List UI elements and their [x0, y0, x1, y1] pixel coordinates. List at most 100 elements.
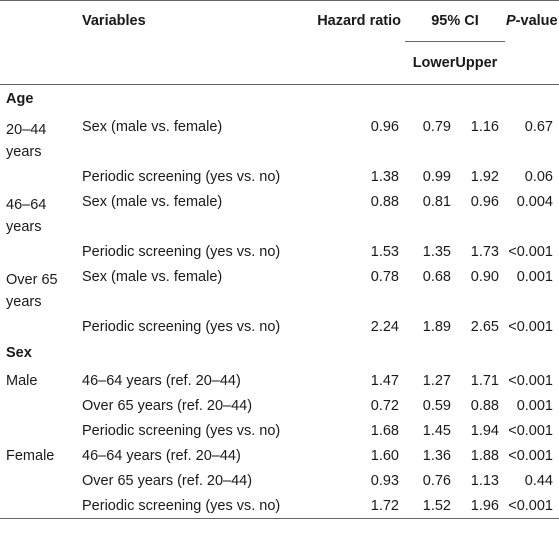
row-p: 0.06: [524, 169, 553, 185]
header-ci-subcols: Lower Upper: [405, 41, 505, 85]
row-upper: 1.94: [470, 423, 499, 439]
row-upper: 1.71: [470, 373, 499, 389]
table-row: Periodic screening (yes vs. no) 1.72 1.5…: [0, 493, 559, 519]
row-variable: Sex (male vs. female): [82, 269, 223, 285]
row-variable: Sex (male vs. female): [82, 119, 223, 135]
row-p: <0.001: [508, 373, 553, 389]
row-group: Male: [6, 373, 38, 389]
header-upper: Upper: [455, 55, 498, 71]
row-hr: 1.47: [370, 373, 399, 389]
row-hr: 1.68: [370, 423, 399, 439]
row-p: 0.001: [516, 398, 553, 414]
row-variable: 46–64 years (ref. 20–44): [82, 448, 241, 464]
row-lower: 1.45: [422, 423, 451, 439]
row-group: Female: [6, 448, 55, 464]
row-group: 46–64 years: [6, 197, 47, 235]
row-upper: 1.13: [470, 473, 499, 489]
table-row: Over 65 years Sex (male vs. female) 0.78…: [0, 264, 559, 314]
row-p: 0.67: [524, 119, 553, 135]
row-p: <0.001: [508, 448, 553, 464]
row-variable: 46–64 years (ref. 20–44): [82, 373, 241, 389]
row-p: <0.001: [508, 423, 553, 439]
row-p: 0.001: [516, 269, 553, 285]
row-p: <0.001: [505, 493, 559, 519]
section-row-sex: Sex: [0, 339, 559, 368]
row-group: [0, 239, 78, 264]
row-group: [0, 393, 78, 418]
row-upper: 0.96: [470, 194, 499, 210]
row-upper: 1.73: [470, 244, 499, 260]
row-p: 0.44: [524, 473, 553, 489]
table-body: Age 20–44 years Sex (male vs. female) 0.…: [0, 85, 559, 519]
row-group: [0, 164, 78, 189]
row-lower: 1.89: [422, 319, 451, 335]
row-group: [0, 468, 78, 493]
row-lower: 1.52: [405, 493, 457, 519]
table-row: 46–64 years Sex (male vs. female) 0.88 0…: [0, 189, 559, 239]
table-row: Female 46–64 years (ref. 20–44) 1.60 1.3…: [0, 443, 559, 468]
header-p-rest: -value: [515, 13, 558, 30]
row-lower: 1.27: [422, 373, 451, 389]
row-upper: 0.90: [470, 269, 499, 285]
row-upper: 2.65: [470, 319, 499, 335]
row-p: <0.001: [508, 319, 553, 335]
row-variable: Over 65 years (ref. 20–44): [82, 398, 253, 414]
row-p: <0.001: [508, 244, 553, 260]
row-upper: 1.16: [470, 119, 499, 135]
row-upper: 1.96: [457, 493, 505, 519]
row-upper: 0.88: [470, 398, 499, 414]
header-p-value: P-value: [505, 0, 559, 42]
row-lower: 0.68: [422, 269, 451, 285]
row-lower: 0.99: [422, 169, 451, 185]
row-hr: 2.24: [370, 319, 399, 335]
table-row: Over 65 years (ref. 20–44) 0.72 0.59 0.8…: [0, 393, 559, 418]
header-blank-3: [310, 41, 405, 85]
table-row: Periodic screening (yes vs. no) 2.24 1.8…: [0, 314, 559, 339]
section-row-age: Age: [0, 85, 559, 115]
row-hr: 0.72: [370, 398, 399, 414]
row-group: Over 65 years: [6, 272, 58, 310]
row-p: 0.004: [516, 194, 553, 210]
header-variables: Variables: [78, 0, 310, 42]
table-row: Periodic screening (yes vs. no) 1.68 1.4…: [0, 418, 559, 443]
row-hr: 0.93: [370, 473, 399, 489]
table-row: Over 65 years (ref. 20–44) 0.93 0.76 1.1…: [0, 468, 559, 493]
row-variable: Periodic screening (yes vs. no): [82, 169, 281, 185]
header-blank-1: [0, 41, 78, 85]
hazard-ratio-table: Variables Hazard ratio 95% CI P-value Lo…: [0, 0, 559, 519]
row-lower: 0.81: [422, 194, 451, 210]
row-hr: 0.96: [370, 119, 399, 135]
header-p-italic: P: [506, 13, 516, 30]
row-lower: 0.59: [422, 398, 451, 414]
section-label-sex: Sex: [6, 345, 32, 361]
row-group: [0, 493, 78, 519]
row-hr: 1.72: [310, 493, 405, 519]
section-label-age: Age: [6, 91, 34, 107]
row-upper: 1.88: [470, 448, 499, 464]
row-group: 20–44 years: [6, 122, 47, 160]
row-hr: 1.38: [370, 169, 399, 185]
header-hazard-ratio: Hazard ratio: [310, 0, 405, 42]
header-lower: Lower: [412, 55, 456, 71]
row-variable: Periodic screening (yes vs. no): [82, 423, 281, 439]
header-blank-2: [78, 41, 310, 85]
row-hr: 1.53: [370, 244, 399, 260]
row-lower: 1.36: [422, 448, 451, 464]
row-hr: 0.88: [370, 194, 399, 210]
row-variable: Over 65 years (ref. 20–44): [82, 473, 253, 489]
row-variable: Periodic screening (yes vs. no): [82, 319, 281, 335]
row-lower: 0.79: [422, 119, 451, 135]
table-row: Male 46–64 years (ref. 20–44) 1.47 1.27 …: [0, 368, 559, 393]
row-upper: 1.92: [470, 169, 499, 185]
row-hr: 1.60: [370, 448, 399, 464]
row-lower: 1.35: [422, 244, 451, 260]
header-ci: 95% CI: [405, 0, 505, 42]
header-group-blank: [0, 0, 78, 42]
table-row: Periodic screening (yes vs. no) 1.38 0.9…: [0, 164, 559, 189]
row-lower: 0.76: [422, 473, 451, 489]
header-blank-4: [505, 41, 559, 85]
table-row: 20–44 years Sex (male vs. female) 0.96 0…: [0, 114, 559, 164]
row-variable: Periodic screening (yes vs. no): [82, 244, 281, 260]
row-variable: Sex (male vs. female): [82, 194, 223, 210]
